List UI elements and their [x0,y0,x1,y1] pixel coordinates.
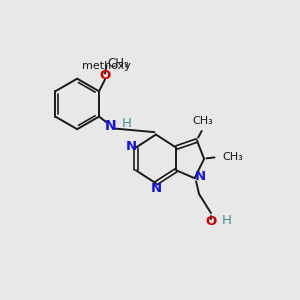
Text: H: H [122,117,131,130]
Text: N: N [126,140,137,153]
Text: H: H [222,214,232,227]
Text: O: O [99,69,111,82]
Text: CH₃: CH₃ [192,116,213,126]
Text: methoxy: methoxy [82,61,131,71]
Text: O: O [205,215,217,228]
Text: N: N [194,170,206,183]
Text: N: N [150,182,161,195]
Text: CH₃: CH₃ [107,57,129,70]
Text: CH₃: CH₃ [223,152,244,162]
Text: N: N [104,119,116,133]
